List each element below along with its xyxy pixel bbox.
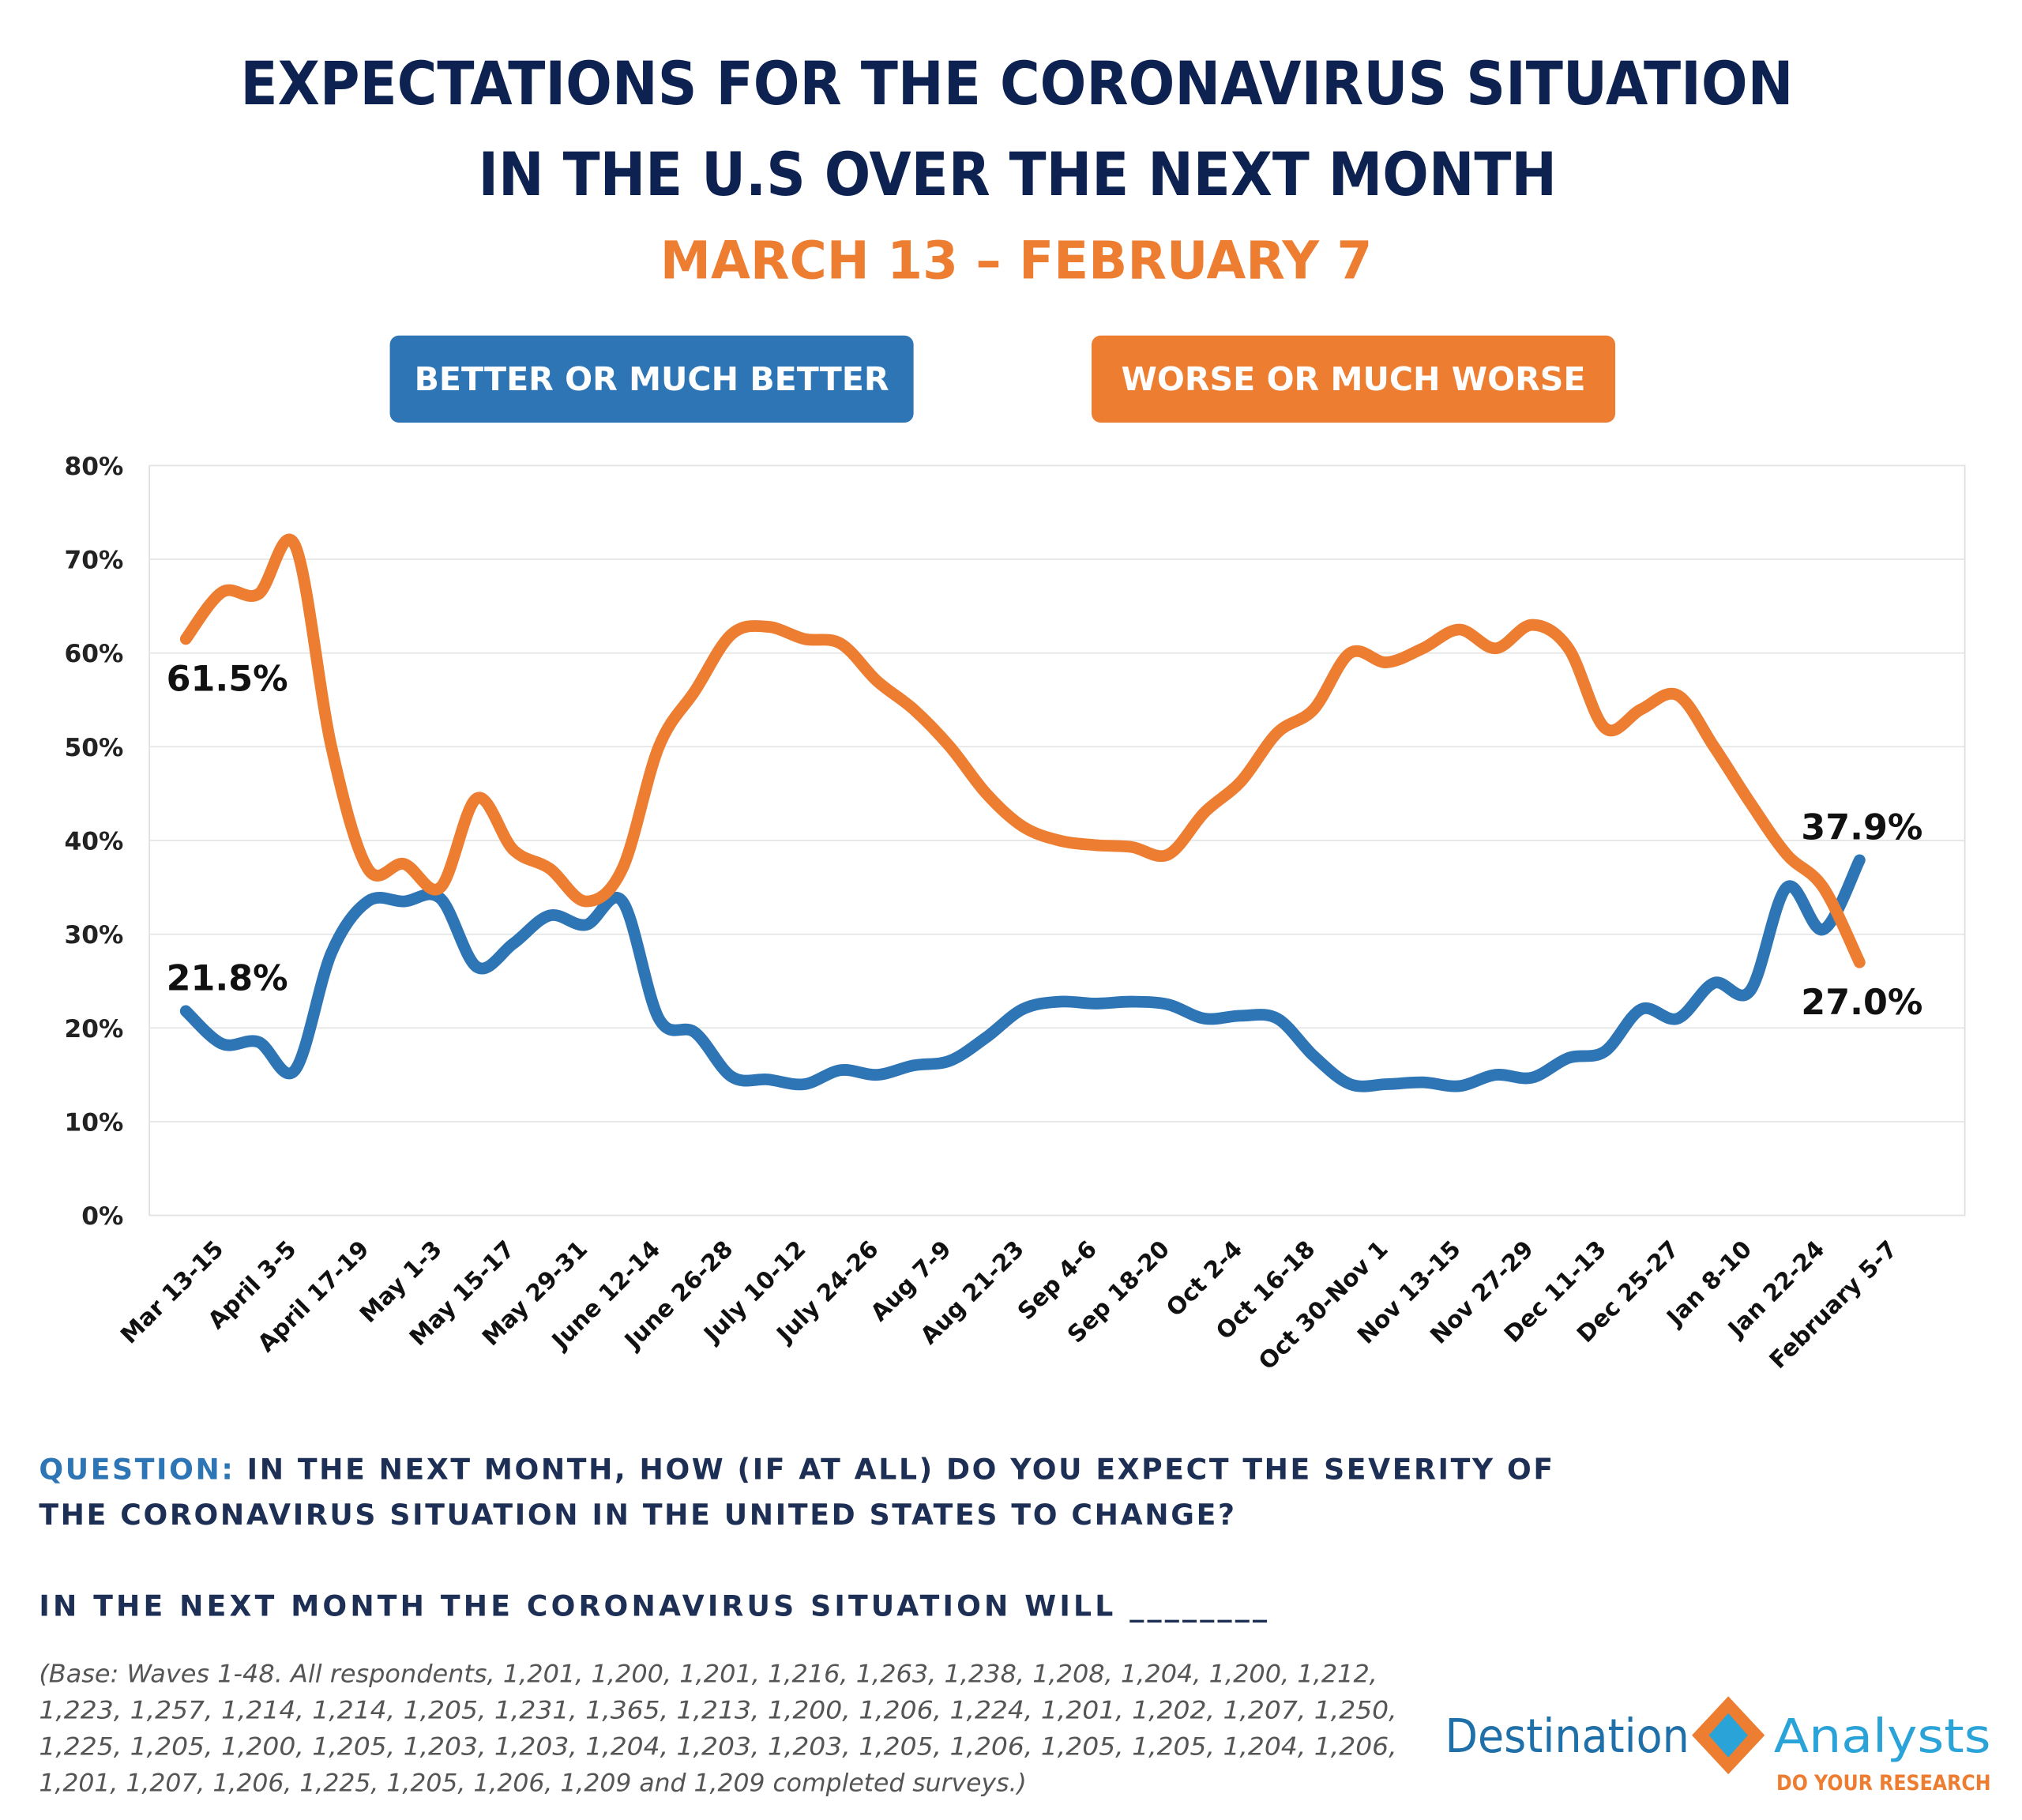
chart-title: EXPECTATIONS FOR THE CORONAVIRUS SITUATI…	[240, 49, 1793, 118]
legend-swatch	[1092, 335, 1616, 423]
legend-label: WORSE OR MUCH WORSE	[1122, 360, 1586, 398]
y-tick-label: 40%	[64, 827, 123, 855]
chart-subtitle: MARCH 13 – FEBRUARY 7	[660, 230, 1373, 291]
y-tick-label: 70%	[64, 547, 123, 575]
x-tick-label: Mar 13-15	[115, 1235, 229, 1349]
chart-title: IN THE U.S OVER THE NEXT MONTH	[478, 140, 1557, 209]
data-label: 27.0%	[1801, 983, 1922, 1023]
series-line	[179, 533, 1866, 968]
x-tick-label: February 5-7	[1765, 1235, 1903, 1374]
base-note: 1,223, 1,257, 1,214, 1,214, 1,205, 1,231…	[39, 1696, 1396, 1724]
y-tick-label: 60%	[64, 640, 123, 668]
y-tick-label: 50%	[64, 734, 123, 762]
logo-icon	[1692, 1696, 1765, 1775]
base-note: (Base: Waves 1-48. All respondents, 1,20…	[39, 1660, 1377, 1688]
base-note: 1,201, 1,207, 1,206, 1,225, 1,205, 1,206…	[39, 1769, 1026, 1797]
question: QUESTION: IN THE NEXT MONTH, HOW (IF AT …	[39, 1453, 1553, 1487]
base-note: 1,225, 1,205, 1,200, 1,205, 1,203, 1,203…	[39, 1732, 1396, 1761]
legend-label: BETTER OR MUCH BETTER	[415, 360, 889, 398]
y-tick-label: 20%	[64, 1015, 123, 1043]
series-line	[179, 854, 1866, 1092]
prompt: IN THE NEXT MONTH THE CORONAVIRUS SITUAT…	[39, 1589, 1268, 1623]
y-tick-label: 10%	[64, 1108, 123, 1137]
question-text: IN THE NEXT MONTH, HOW (IF AT ALL) DO YO…	[247, 1453, 1553, 1487]
data-label: 21.8%	[167, 959, 288, 999]
question: THE CORONAVIRUS SITUATION IN THE UNITED …	[39, 1498, 1235, 1532]
legend-swatch	[389, 335, 914, 423]
question-label: QUESTION:	[39, 1453, 233, 1487]
y-tick-label: 80%	[64, 453, 123, 481]
x-tick-label: Oct 30-Nov 1	[1253, 1235, 1393, 1375]
logo-text: Destination	[1445, 1709, 1689, 1763]
y-tick-label: 0%	[81, 1202, 123, 1231]
logo-text: Analysts	[1774, 1709, 1991, 1763]
y-tick-label: 30%	[64, 921, 123, 949]
logo-tagline: DO YOUR RESEARCH	[1776, 1772, 1990, 1796]
data-label: 37.9%	[1801, 808, 1922, 848]
data-label: 61.5%	[167, 660, 288, 700]
